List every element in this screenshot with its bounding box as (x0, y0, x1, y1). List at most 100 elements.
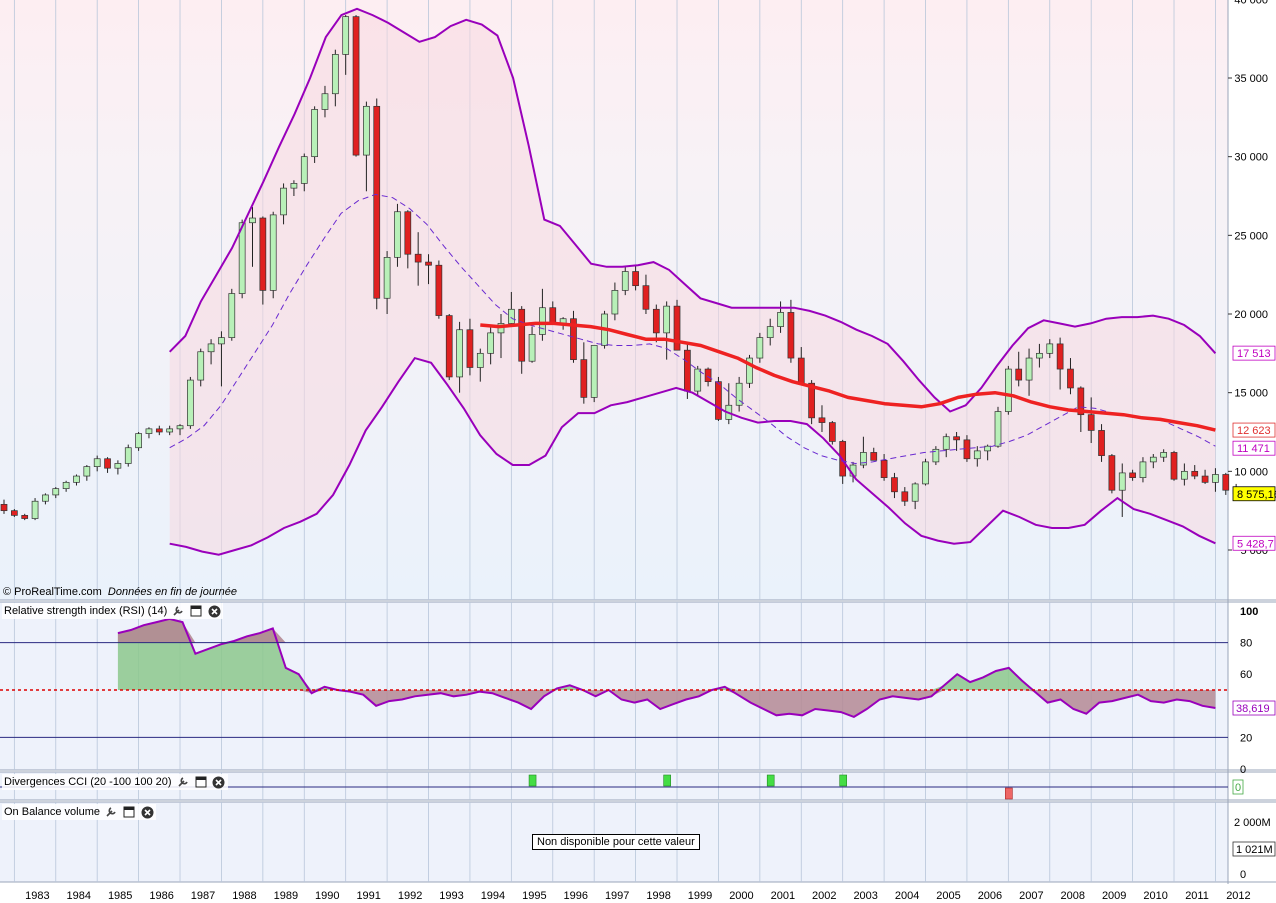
wrench-icon[interactable] (104, 805, 118, 819)
x-tick-label: 1999 (688, 890, 712, 902)
candle-up (756, 337, 764, 359)
rsi-fill-above (117, 618, 1216, 690)
cci-bull-marker (663, 774, 671, 787)
x-tick-label: 1993 (439, 890, 463, 902)
x-tick-label: 1992 (398, 890, 422, 902)
candle-down (870, 452, 878, 461)
candle-up (1005, 368, 1012, 412)
candle-up (290, 183, 298, 189)
rsi-value-label: 38,619 (1236, 703, 1270, 715)
candle-down (445, 315, 453, 378)
price-badge-label: 5 428,7 (1237, 538, 1274, 550)
candle-down (704, 368, 712, 383)
candle-down (373, 105, 381, 299)
window-icon[interactable] (194, 775, 208, 789)
candle-down (549, 307, 557, 324)
x-tick-label: 2001 (771, 890, 795, 902)
candle-down (828, 422, 836, 442)
candle-up (197, 351, 205, 381)
candle-down (715, 381, 722, 420)
candle-up (93, 458, 101, 467)
candle-up (249, 217, 256, 224)
candle-up (663, 305, 671, 334)
window-icon[interactable] (189, 604, 203, 618)
cci-label: Divergences CCI (20 -100 100 20) (4, 776, 172, 788)
cci-panel-label: Divergences CCI (20 -100 100 20) (2, 774, 228, 790)
candle-up (311, 109, 318, 158)
cci-bull-marker (528, 774, 537, 787)
candle-down (1098, 430, 1105, 456)
close-icon[interactable] (207, 604, 221, 618)
x-tick-label: 2008 (1061, 890, 1085, 902)
bollinger-band-fill (169, 8, 1216, 555)
candle-up (166, 428, 174, 433)
x-axis-bg (0, 884, 1228, 903)
candle-down (1222, 474, 1230, 491)
obv-panel-label: On Balance volume (2, 804, 156, 820)
candle-up (746, 357, 753, 384)
candle-up (187, 379, 194, 427)
price-badge-label: 12 623 (1237, 425, 1271, 437)
candle-up (62, 481, 70, 489)
cci-bear-marker (1005, 787, 1013, 800)
candle-up (238, 222, 246, 294)
bollinger-middle-line (169, 193, 1216, 465)
candle-down (901, 491, 909, 502)
close-icon[interactable] (140, 805, 154, 819)
close-icon[interactable] (212, 775, 226, 789)
rsi-panel-label: Relative strength index (RSI) (14) (2, 603, 224, 619)
candle-down (259, 217, 267, 291)
x-tick-label: 2002 (812, 890, 836, 902)
candle-up (1046, 343, 1054, 354)
candle-up (31, 500, 39, 519)
candle-up (342, 16, 350, 55)
rsi-fill-below (117, 690, 1216, 717)
candle-down (155, 428, 163, 433)
obv-value-label: 1 021M (1236, 844, 1273, 856)
rsi-tick-label: 20 (1240, 732, 1252, 744)
rsi-tick-label: 0 (1240, 764, 1246, 776)
x-tick-label: 2010 (1143, 890, 1167, 902)
candle-up (1181, 470, 1188, 480)
candle-up (52, 488, 60, 496)
wrench-icon[interactable] (176, 775, 190, 789)
candle-up (487, 332, 494, 354)
candle-down (425, 261, 432, 266)
x-tick-label: 1983 (25, 890, 49, 902)
price-badge (1232, 440, 1276, 456)
obv-value-badge (1232, 841, 1276, 857)
x-tick-label: 1997 (605, 890, 629, 902)
candle-down (673, 305, 681, 351)
candle-up (269, 214, 277, 291)
candle-down (1087, 414, 1095, 431)
candle-down (21, 515, 29, 519)
candle-up (476, 352, 484, 368)
price-tick-label: 15 000 (1234, 388, 1268, 400)
x-tick-label: 1986 (149, 890, 173, 902)
x-tick-label: 2000 (729, 890, 753, 902)
candle-up (922, 461, 929, 485)
wrench-icon[interactable] (171, 604, 185, 618)
x-tick-label: 1985 (108, 890, 132, 902)
moving-average-line (480, 321, 1216, 432)
x-tick-label: 1989 (274, 890, 298, 902)
candle-up (1118, 472, 1126, 491)
candle-down (518, 308, 526, 362)
candle-down (953, 436, 960, 441)
candle-up (1160, 452, 1168, 458)
obv-tick-label: 0 (1240, 869, 1246, 881)
candle-up (280, 187, 287, 216)
x-tick-label: 2012 (1226, 890, 1250, 902)
x-tick-label: 1987 (191, 890, 215, 902)
window-icon[interactable] (122, 805, 136, 819)
candle-up (383, 257, 391, 299)
x-tick-label: 1988 (232, 890, 256, 902)
candle-up (228, 293, 236, 338)
price-badge (1232, 422, 1276, 438)
x-tick-label: 2007 (1019, 890, 1043, 902)
candle-down (1170, 452, 1178, 480)
candle-up (1036, 352, 1043, 359)
candle-up (766, 326, 774, 338)
